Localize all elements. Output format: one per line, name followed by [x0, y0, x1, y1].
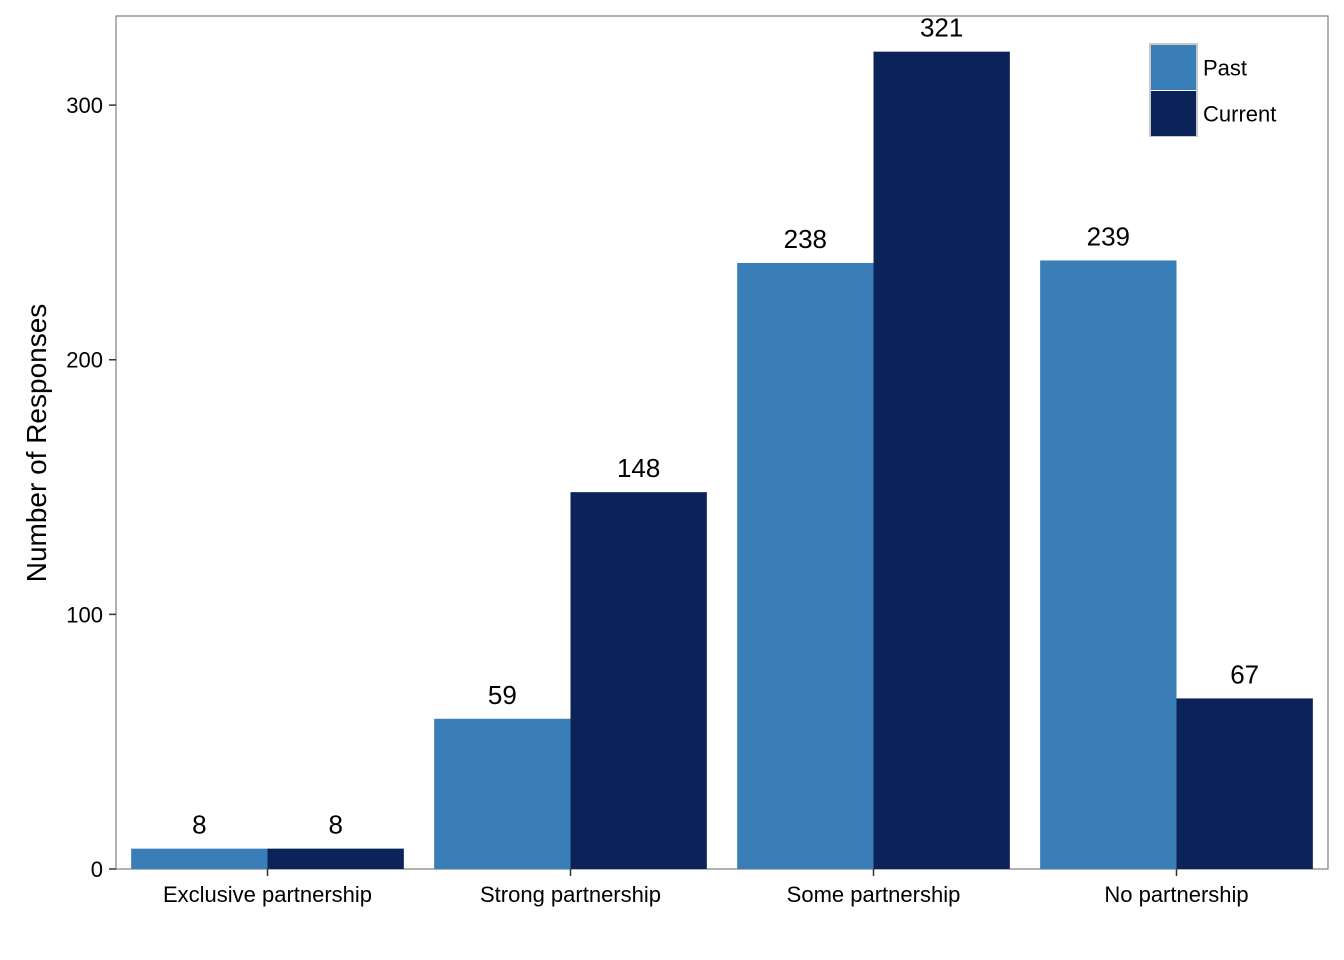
y-axis: 0 100 200 300	[66, 93, 116, 882]
x-tick-label-0: Exclusive partnership	[163, 882, 372, 907]
data-label-current-3: 67	[1230, 659, 1259, 689]
x-axis: Exclusive partnership Strong partnership S…	[163, 869, 1249, 907]
bar-current-3	[1176, 698, 1313, 869]
legend-key-current	[1151, 91, 1196, 136]
data-label-past-3: 239	[1087, 221, 1130, 251]
data-label-past-2: 238	[784, 224, 827, 254]
data-label-current-2: 321	[920, 13, 963, 43]
data-label-current-1: 148	[617, 453, 660, 483]
y-tick-label-0: 0	[91, 857, 103, 882]
data-label-past-1: 59	[488, 680, 517, 710]
bar-past-2	[737, 262, 874, 870]
bar-past-0	[131, 848, 268, 869]
bar-past-3	[1040, 260, 1177, 870]
data-label-past-0: 8	[192, 810, 206, 840]
bar-current-1	[570, 492, 707, 869]
data-label-current-0: 8	[328, 810, 342, 840]
y-tick-label-1: 100	[66, 602, 103, 627]
y-tick-label-2: 200	[66, 348, 103, 373]
legend-key-past	[1151, 45, 1196, 90]
bar-current-2	[873, 51, 1010, 869]
data-labels-layer: 8 8 59 148 238 321 239 67	[192, 13, 1259, 840]
y-axis-title: Number of Responses	[21, 304, 52, 583]
x-tick-label-1: Strong partnership	[480, 882, 661, 907]
bar-current-0	[267, 848, 404, 869]
bar-past-1	[434, 718, 571, 869]
x-tick-label-3: No partnership	[1104, 882, 1248, 907]
legend-label-past: Past	[1203, 56, 1247, 81]
x-tick-label-2: Some partnership	[787, 882, 961, 907]
y-tick-label-3: 300	[66, 93, 103, 118]
legend-label-current: Current	[1203, 102, 1276, 127]
legend: Past Current	[1149, 43, 1276, 137]
bars-layer	[131, 51, 1313, 870]
